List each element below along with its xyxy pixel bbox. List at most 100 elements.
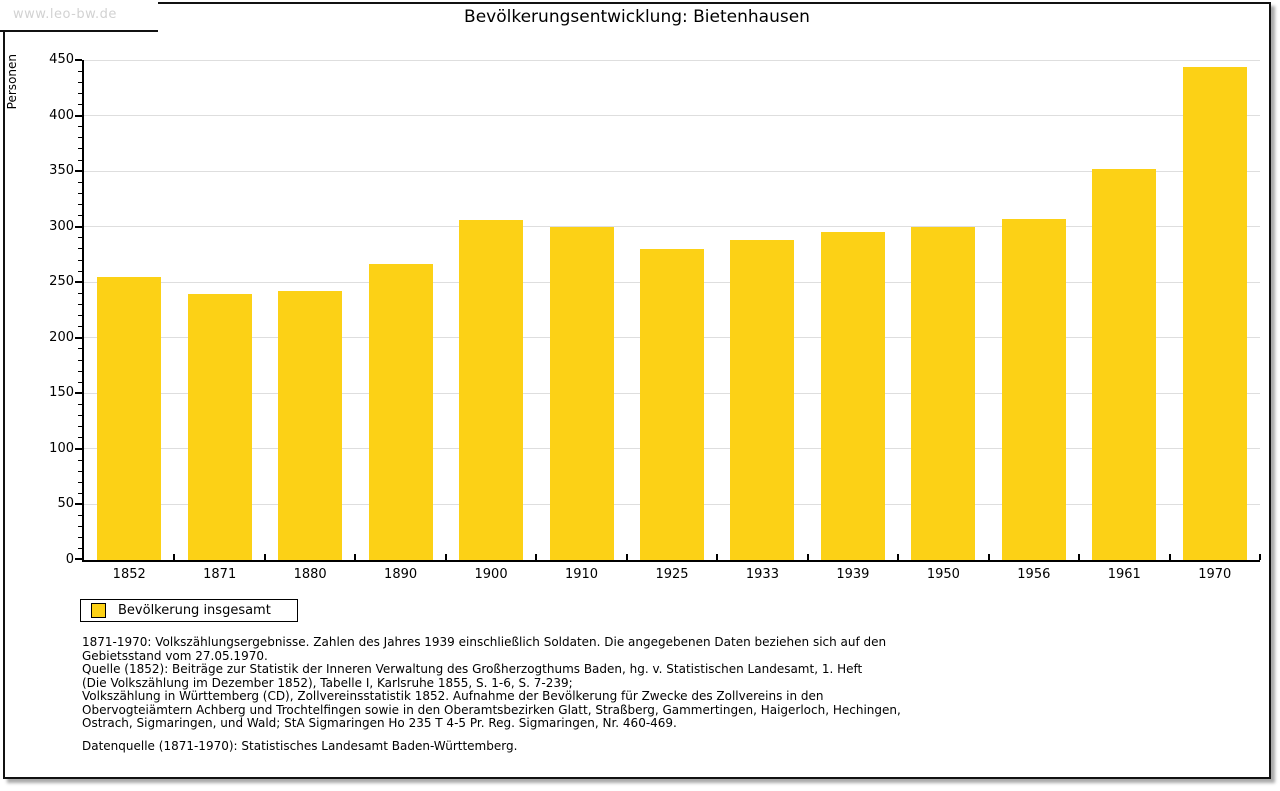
x-boundary-tick <box>354 554 357 560</box>
plot-area: 0 50 100 150 200 250 300 350 400 450 1852 1871 1880 1… <box>49 52 1261 582</box>
y-minor-tick <box>78 292 82 294</box>
bar <box>278 291 343 560</box>
footnotes: 1871-1970: Volkszählungsergebnisse. Zahl… <box>82 635 1202 731</box>
gridline <box>84 170 1260 172</box>
x-boundary-tick <box>1259 554 1261 560</box>
x-boundary-tick <box>897 554 900 560</box>
x-tick-label: 1961 <box>1107 567 1141 582</box>
y-minor-tick <box>78 215 82 217</box>
watermark-box: www.leo-bw.de <box>0 0 158 32</box>
y-major-tick <box>75 59 82 61</box>
y-tick-label: 350 <box>49 163 74 179</box>
x-boundary-tick <box>173 554 176 560</box>
x-tick-label: 1871 <box>203 567 237 582</box>
y-minor-tick <box>78 437 82 439</box>
y-minor-tick <box>78 481 82 483</box>
y-minor-tick <box>78 315 82 317</box>
x-tick-label: 1939 <box>836 567 870 582</box>
bar <box>97 276 162 560</box>
x-boundary-tick <box>263 554 266 560</box>
bar <box>187 294 252 560</box>
y-minor-tick <box>78 148 82 150</box>
chart-title: Bevölkerungsentwicklung: Bietenhausen <box>464 7 810 27</box>
footnote-line: Quelle (1852): Beiträge zur Statistik de… <box>82 662 863 676</box>
y-tick-label: 100 <box>49 440 74 456</box>
x-boundary-tick <box>444 554 447 560</box>
x-boundary-tick <box>806 554 809 560</box>
bar <box>820 232 885 560</box>
y-minor-tick <box>78 81 82 83</box>
watermark: www.leo-bw.de <box>13 7 117 22</box>
y-tick-label: 300 <box>49 218 74 234</box>
y-minor-tick <box>78 359 82 361</box>
footnote-line: 1871-1970: Volkszählungsergebnisse. Zahl… <box>82 635 887 649</box>
bar <box>459 220 524 560</box>
y-major-tick <box>75 392 82 395</box>
y-minor-tick <box>78 370 82 372</box>
y-minor-tick <box>78 181 82 183</box>
x-boundary-tick <box>1168 554 1171 560</box>
gridline <box>84 226 1260 228</box>
y-major-tick <box>75 114 82 117</box>
y-tick-label: 400 <box>49 107 74 123</box>
x-boundary-tick <box>625 554 628 560</box>
y-major-tick <box>75 170 82 173</box>
y-minor-tick <box>78 126 82 128</box>
y-minor-tick <box>78 103 82 105</box>
y-minor-tick <box>78 548 82 550</box>
x-tick-label: 1890 <box>384 567 418 582</box>
source-note: Datenquelle (1871-1970): Statistisches L… <box>82 739 518 753</box>
x-boundary-tick <box>987 554 990 560</box>
y-minor-tick <box>78 515 82 517</box>
gridline <box>84 115 1260 117</box>
y-axis-title: Personen <box>5 54 19 110</box>
legend-swatch <box>91 603 106 618</box>
x-tick-label: 1925 <box>655 567 689 582</box>
x-tick-label: 1956 <box>1017 567 1051 582</box>
x-tick-label: 1970 <box>1198 567 1232 582</box>
y-minor-tick <box>78 303 82 305</box>
legend-label: Bevölkerung insgesamt <box>118 603 271 618</box>
y-minor-tick <box>78 159 82 161</box>
y-minor-tick <box>78 237 82 239</box>
y-major-tick <box>75 558 82 560</box>
footnote-line: Obervogteiämtern Achberg und Trochtelfin… <box>82 702 901 717</box>
x-tick-label: 1950 <box>926 567 960 582</box>
x-tick-label: 1900 <box>474 567 508 582</box>
footnote-line: Gebietsstand vom 27.05.1970. <box>82 648 268 663</box>
y-minor-tick <box>78 470 82 472</box>
x-tick-label: 1933 <box>745 567 779 582</box>
page-frame: www.leo-bw.de Bevölkerungsentwicklung: B… <box>0 0 1271 779</box>
bar <box>640 248 704 560</box>
y-tick-label: 250 <box>49 274 74 290</box>
bar <box>1092 168 1157 560</box>
y-minor-tick <box>78 270 82 272</box>
legend: Bevölkerung insgesamt <box>80 599 298 622</box>
y-major-tick <box>75 281 82 284</box>
y-minor-tick <box>78 415 82 417</box>
bar <box>368 264 433 560</box>
x-boundary-tick <box>716 554 719 560</box>
y-minor-tick <box>78 381 82 383</box>
footnote-line: Ostrach, Sigmaringen, und Wald; StA Sigm… <box>82 716 677 730</box>
y-minor-tick <box>78 248 82 250</box>
y-minor-tick <box>78 92 82 94</box>
x-boundary-tick <box>1078 554 1081 560</box>
y-minor-tick <box>78 492 82 494</box>
x-tick-label: 1852 <box>112 567 146 582</box>
y-major-tick <box>75 503 82 506</box>
y-minor-tick <box>78 137 82 139</box>
y-tick-label: 200 <box>49 329 74 345</box>
bar <box>1182 66 1247 560</box>
x-tick-label: 1910 <box>564 567 599 582</box>
bar <box>1001 218 1066 560</box>
y-minor-tick <box>78 526 82 528</box>
y-major-tick <box>75 225 82 228</box>
bar <box>730 240 795 560</box>
x-boundary-tick <box>535 554 538 560</box>
y-minor-tick <box>78 403 82 405</box>
y-minor-tick <box>78 348 82 350</box>
y-tick-label: 450 <box>49 52 74 67</box>
x-tick-label: 1880 <box>293 567 327 582</box>
y-minor-tick <box>78 459 82 461</box>
